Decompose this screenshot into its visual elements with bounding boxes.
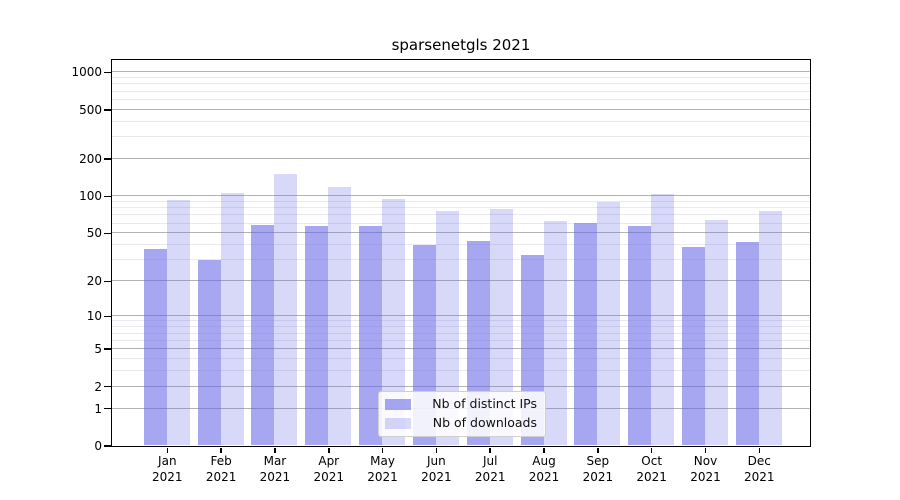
x-tick-mark bbox=[381, 447, 384, 453]
plot-area bbox=[110, 58, 811, 447]
x-tick-label: Mar 2021 bbox=[259, 454, 291, 484]
bar-ips-may bbox=[359, 225, 383, 446]
x-tick-mark bbox=[650, 447, 653, 453]
x-tick-label: Aug 2021 bbox=[528, 454, 560, 484]
bar-ips-dec bbox=[735, 242, 759, 446]
chart-title: sparsenetgls 2021 bbox=[391, 36, 531, 54]
gridline-major bbox=[111, 195, 810, 197]
gridline-major bbox=[111, 232, 810, 234]
x-tick-label: Feb 2021 bbox=[205, 454, 237, 484]
y-tick-label: 50 bbox=[86, 226, 102, 241]
bar-downloads-jan bbox=[166, 199, 190, 446]
bars-layer bbox=[112, 60, 810, 446]
gridline-minor bbox=[111, 77, 810, 79]
x-tick-mark bbox=[758, 447, 761, 453]
x-tick-mark bbox=[274, 447, 276, 453]
y-tick-label: 500 bbox=[79, 102, 102, 117]
bar-downloads-nov bbox=[704, 219, 728, 446]
bar-downloads-apr bbox=[328, 187, 352, 446]
bar-ips-apr bbox=[305, 225, 329, 446]
bar-ips-mar bbox=[251, 225, 275, 446]
gridline-minor bbox=[111, 326, 810, 328]
y-tick-label: 5 bbox=[94, 342, 102, 357]
x-tick-label: Oct 2021 bbox=[636, 454, 667, 484]
x-tick-mark bbox=[489, 447, 491, 453]
legend-label-distinct-ips: Nb of distinct IPs bbox=[432, 396, 537, 411]
legend-swatch-downloads bbox=[385, 418, 411, 429]
x-tick-label: Jul 2021 bbox=[474, 454, 506, 484]
bar-ips-oct bbox=[628, 225, 652, 446]
x-tick-mark bbox=[597, 447, 599, 453]
gridline-major bbox=[111, 280, 810, 282]
y-tick-label: 1 bbox=[94, 401, 102, 416]
bar-downloads-may bbox=[382, 199, 406, 446]
gridline-major bbox=[111, 108, 810, 110]
gridline-minor bbox=[111, 90, 810, 92]
bar-ips-sep bbox=[574, 223, 598, 446]
gridline-minor bbox=[111, 332, 810, 334]
gridline-minor bbox=[111, 259, 810, 261]
x-tick-label: Jan 2021 bbox=[152, 454, 183, 484]
x-tick-label: Nov 2021 bbox=[690, 454, 721, 484]
y-tick-label: 0 bbox=[94, 439, 102, 453]
x-tick-mark bbox=[220, 447, 222, 453]
x-tick-mark bbox=[704, 447, 707, 453]
gridline-minor bbox=[111, 339, 810, 341]
bar-downloads-oct bbox=[651, 194, 675, 446]
bar-downloads-jul bbox=[489, 209, 513, 446]
gridline-minor bbox=[111, 120, 810, 122]
gridline-minor bbox=[111, 83, 810, 85]
gridline-minor bbox=[111, 244, 810, 246]
x-tick-label: May 2021 bbox=[367, 454, 398, 484]
legend: Nb of distinct IPs Nb of downloads bbox=[378, 391, 546, 437]
bar-downloads-jun bbox=[435, 210, 459, 446]
x-tick-mark bbox=[543, 447, 545, 453]
gridline-major bbox=[111, 348, 810, 350]
x-tick-label: Sep 2021 bbox=[582, 454, 614, 484]
y-tick-label: 200 bbox=[79, 152, 102, 167]
x-tick-label: Dec 2021 bbox=[744, 454, 775, 484]
x-tick-mark bbox=[166, 447, 169, 453]
gridline-minor bbox=[111, 207, 810, 209]
legend-swatch-distinct-ips bbox=[385, 399, 411, 410]
bar-downloads-aug bbox=[543, 221, 567, 446]
gridline-minor bbox=[111, 214, 810, 216]
x-tick-mark bbox=[328, 447, 330, 453]
gridline-major bbox=[111, 385, 810, 387]
legend-label-downloads: Nb of downloads bbox=[432, 415, 537, 430]
gridline-major bbox=[111, 315, 810, 317]
gridline-minor bbox=[111, 370, 810, 372]
y-tick-label: 100 bbox=[79, 189, 102, 204]
gridline-minor bbox=[111, 98, 810, 100]
bar-downloads-mar bbox=[274, 174, 298, 446]
y-tick-label: 1000 bbox=[71, 65, 102, 80]
bar-ips-nov bbox=[681, 247, 705, 446]
y-tick-label: 10 bbox=[86, 309, 102, 324]
gridline-major bbox=[111, 71, 810, 73]
x-tick-mark bbox=[435, 447, 438, 453]
y-tick-label: 2 bbox=[94, 379, 102, 394]
bar-downloads-sep bbox=[597, 201, 621, 446]
gridline-major bbox=[111, 158, 810, 160]
gridline-minor bbox=[111, 357, 810, 359]
gridline-minor bbox=[111, 201, 810, 203]
bar-downloads-feb bbox=[220, 193, 244, 446]
y-tick-label: 20 bbox=[86, 274, 102, 289]
legend-item-downloads: Nb of downloads bbox=[379, 414, 545, 432]
legend-item-distinct-ips: Nb of distinct IPs bbox=[379, 395, 545, 413]
bar-downloads-dec bbox=[758, 210, 782, 446]
gridline-minor bbox=[111, 136, 810, 138]
x-tick-label: Apr 2021 bbox=[313, 454, 345, 484]
gridline-minor bbox=[111, 320, 810, 322]
bar-ips-feb bbox=[197, 259, 221, 446]
gridline-minor bbox=[111, 222, 810, 224]
x-tick-label: Jun 2021 bbox=[421, 454, 452, 484]
bar-ips-jan bbox=[143, 248, 167, 446]
